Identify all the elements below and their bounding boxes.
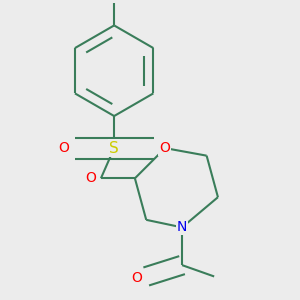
Text: N: N: [177, 220, 187, 234]
Text: S: S: [109, 141, 119, 156]
Text: O: O: [159, 141, 170, 155]
Text: O: O: [58, 141, 69, 155]
Text: O: O: [131, 271, 142, 285]
Text: O: O: [85, 171, 96, 185]
